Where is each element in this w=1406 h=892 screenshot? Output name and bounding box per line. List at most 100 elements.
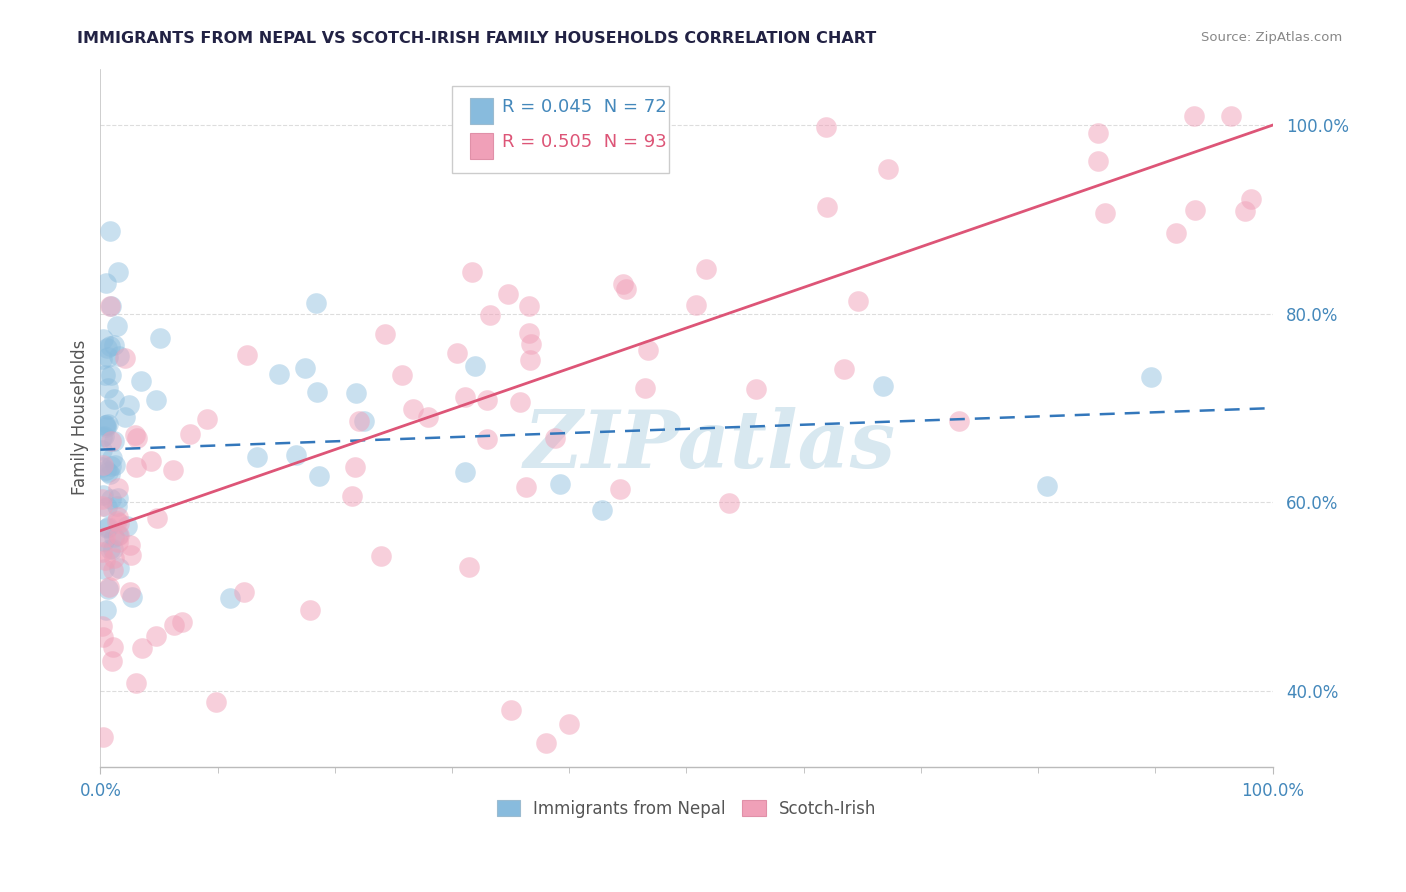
Point: [129, 375, 152, 389]
Point: [145, 393, 167, 408]
Point: [98, 541, 121, 556]
Point: [107, 516, 129, 530]
Point: [285, 448, 308, 462]
Point: [695, 261, 717, 276]
Point: [496, 287, 519, 301]
Point: [107, 535, 129, 549]
Point: [1182, 109, 1205, 123]
Point: [298, 602, 321, 616]
Text: IMMIGRANTS FROM NEPAL VS SCOTCH-IRISH FAMILY HOUSEHOLDS CORRELATION CHART: IMMIGRANTS FROM NEPAL VS SCOTCH-IRISH FA…: [77, 31, 876, 46]
Point: [146, 511, 169, 525]
Point: [948, 413, 970, 427]
Point: [103, 338, 125, 352]
Point: [162, 462, 184, 476]
Point: [139, 454, 162, 468]
Point: [94, 463, 117, 477]
Point: [1036, 479, 1059, 493]
Point: [124, 428, 146, 442]
Point: [544, 431, 567, 445]
Point: [98, 580, 121, 594]
Point: [93, 630, 115, 644]
Point: [94, 418, 117, 433]
Point: [347, 414, 370, 428]
Point: [634, 381, 657, 395]
Point: [100, 491, 122, 506]
Point: [97, 519, 120, 533]
Point: [179, 427, 201, 442]
Bar: [470, 98, 494, 124]
Point: [170, 615, 193, 629]
Point: [94, 418, 117, 433]
Point: [100, 459, 122, 474]
Point: [91, 492, 114, 507]
Point: [458, 559, 481, 574]
Point: [114, 409, 136, 424]
Text: Source: ZipAtlas.com: Source: ZipAtlas.com: [1202, 31, 1343, 45]
Point: [107, 481, 129, 495]
Point: [98, 339, 121, 353]
Point: [90, 459, 112, 474]
Point: [96, 603, 118, 617]
Point: [93, 534, 115, 549]
Point: [103, 551, 125, 566]
Point: [101, 640, 124, 654]
Point: [475, 432, 498, 446]
Point: [1087, 126, 1109, 140]
Point: [103, 392, 125, 407]
Point: [91, 488, 114, 502]
Point: [370, 549, 392, 563]
Point: [125, 430, 148, 444]
Point: [107, 265, 129, 279]
Point: [1140, 369, 1163, 384]
Point: [519, 352, 541, 367]
Point: [637, 343, 659, 357]
Point: [517, 326, 540, 340]
Point: [343, 460, 366, 475]
Point: [534, 736, 557, 750]
Point: [98, 467, 121, 481]
Point: [118, 585, 141, 599]
Text: R = 0.505  N = 93: R = 0.505 N = 93: [502, 133, 668, 151]
Point: [233, 584, 256, 599]
Point: [103, 542, 125, 557]
Text: R = 0.045  N = 72: R = 0.045 N = 72: [502, 98, 668, 116]
Point: [464, 359, 486, 373]
Point: [107, 528, 129, 542]
Point: [120, 548, 142, 562]
Point: [97, 417, 120, 431]
Point: [101, 563, 124, 577]
Point: [96, 276, 118, 290]
Point: [391, 368, 413, 382]
Point: [101, 654, 124, 668]
Point: [307, 385, 329, 400]
Point: [121, 591, 143, 605]
Point: [1164, 227, 1187, 241]
Point: [91, 332, 114, 346]
Point: [877, 162, 900, 177]
Point: [267, 367, 290, 381]
Text: ZIPatlas: ZIPatlas: [524, 407, 896, 484]
Point: [100, 434, 122, 449]
Point: [246, 450, 269, 464]
Point: [107, 349, 129, 363]
Point: [94, 552, 117, 566]
Point: [461, 265, 484, 279]
Point: [125, 676, 148, 690]
Point: [548, 477, 571, 491]
Point: [235, 348, 257, 362]
Point: [90, 443, 112, 458]
Point: [416, 410, 439, 425]
Point: [499, 703, 522, 717]
Point: [305, 296, 328, 310]
Point: [91, 499, 114, 513]
Point: [93, 561, 115, 575]
Point: [94, 368, 117, 382]
Point: [91, 730, 114, 744]
Y-axis label: Family Households: Family Households: [72, 340, 89, 495]
Point: [402, 402, 425, 417]
Point: [294, 360, 316, 375]
Point: [103, 530, 125, 544]
FancyBboxPatch shape: [453, 86, 669, 173]
Point: [118, 538, 141, 552]
Point: [872, 379, 894, 393]
